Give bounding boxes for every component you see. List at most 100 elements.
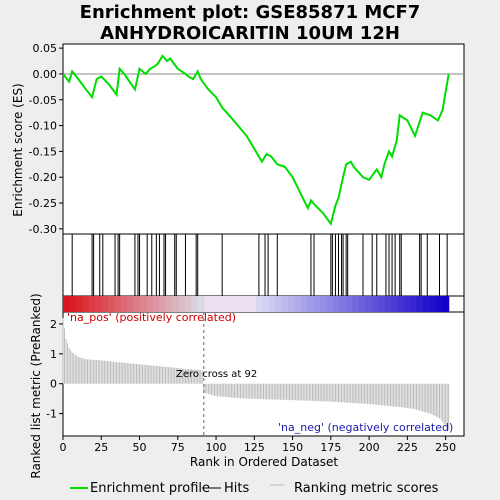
- color-bar-segment: [403, 296, 411, 312]
- color-bar-segment: [255, 296, 263, 312]
- pos-correlated-label: 'na_pos' (positively correlated): [67, 311, 236, 324]
- es-curve: [62, 54, 450, 226]
- rank-ytick-label: 1: [50, 348, 57, 361]
- color-bar-segment: [210, 296, 218, 312]
- color-bar-segment: [287, 296, 296, 312]
- color-bar-segment: [133, 296, 141, 312]
- es-ytick-label: -0.05: [29, 94, 57, 107]
- color-bar-segment: [384, 296, 392, 312]
- legend: Enrichment profile Hits Ranking metric s…: [0, 478, 500, 500]
- x-axis-label: Rank in Ordered Dataset: [190, 455, 338, 469]
- color-bar-segment: [371, 296, 379, 312]
- legend-es-label: Enrichment profile: [90, 481, 210, 496]
- color-bar-segment: [101, 296, 109, 312]
- color-bar-segment: [82, 296, 90, 312]
- color-bar-segment: [236, 296, 244, 312]
- color-bar-segment: [165, 296, 173, 312]
- color-bar-segment: [365, 296, 373, 312]
- color-bar-segment: [397, 296, 405, 312]
- es-ytick-label: 0.05: [33, 42, 58, 55]
- es-ytick-label: -0.25: [29, 197, 57, 210]
- chart-title-line-1: Enrichment plot: GSE85871 MCF7: [79, 2, 421, 23]
- x-tick-label: 225: [397, 441, 418, 454]
- color-bar-segment: [223, 296, 231, 312]
- es-ytick-label: -0.15: [29, 145, 57, 158]
- legend-hits-label: Hits: [224, 481, 250, 496]
- color-bar-segment: [152, 296, 161, 312]
- x-tick-label: 200: [359, 441, 380, 454]
- axes-layer: 0.05 0.00 -0.05 -0.10 -0.15 -0.20 -0.25 -0.30 2 1…: [29, 42, 457, 454]
- color-bar-segment: [377, 296, 386, 312]
- color-bar-segment: [217, 296, 225, 312]
- x-tick-label: 175: [320, 441, 341, 454]
- color-bar-segment: [390, 296, 398, 312]
- color-bar-segment: [242, 296, 251, 312]
- color-bar-segment: [442, 296, 450, 312]
- color-bar-segment: [422, 296, 431, 312]
- x-tick-label: 25: [94, 441, 108, 454]
- color-bar-segment: [410, 296, 418, 312]
- color-bar-segment: [429, 296, 437, 312]
- color-bar-segment: [268, 296, 276, 312]
- color-bar-segment: [107, 296, 116, 312]
- color-bar-segment: [178, 296, 186, 312]
- x-tick-label: 125: [244, 441, 265, 454]
- color-bar-segment: [159, 296, 167, 312]
- hits-panel: [62, 233, 465, 297]
- color-bar-segment: [307, 296, 315, 312]
- neg-correlated-label: 'na_neg' (negatively correlated): [278, 421, 453, 434]
- es-axis-label: Enrichment score (ES): [11, 83, 25, 216]
- color-bar-segment: [294, 296, 302, 312]
- x-tick-label: 100: [206, 441, 227, 454]
- color-bar-segment: [326, 296, 334, 312]
- color-bar-segment: [313, 296, 321, 312]
- ranking-axis-label: Ranked list metric (PreRanked): [29, 293, 43, 478]
- x-tick-label: 150: [282, 441, 303, 454]
- es-layer: [62, 54, 464, 226]
- color-bar-segment: [140, 296, 148, 312]
- color-bar-segment: [352, 296, 360, 312]
- legend-swatches: [70, 484, 284, 489]
- color-bar-segment: [172, 296, 180, 312]
- color-bar-segment: [416, 296, 424, 312]
- color-bar-segment: [262, 296, 270, 312]
- color-bar-segment: [185, 296, 193, 312]
- color-bar-segment: [230, 296, 238, 312]
- color-gradient-bar: [63, 296, 450, 312]
- rank-ytick-label: 2: [50, 318, 57, 331]
- color-bar-segment: [88, 296, 96, 312]
- color-bar-segment: [249, 296, 257, 312]
- color-bar-segment: [114, 296, 122, 312]
- color-bar-segment: [320, 296, 328, 312]
- es-ytick-label: -0.10: [29, 120, 57, 133]
- color-bar-segment: [275, 296, 283, 312]
- x-tick-label: 75: [171, 441, 185, 454]
- color-bar-segment: [281, 296, 289, 312]
- color-bar-segment: [435, 296, 443, 312]
- color-bar-segment: [75, 296, 83, 312]
- x-tick-label: 250: [435, 441, 456, 454]
- color-bar-segment: [69, 296, 77, 312]
- color-bar-segment: [332, 296, 341, 312]
- chart-title: Enrichment plot: GSE85871 MCF7 ANHYDROIC…: [0, 2, 500, 44]
- color-bar-segment: [63, 296, 71, 312]
- color-bar-segment: [345, 296, 353, 312]
- color-bar-segment: [146, 296, 154, 312]
- rank-ytick-label: -1: [46, 408, 57, 421]
- chart-title-line-2: ANHYDROICARITIN 10UM 12H: [100, 23, 400, 44]
- legend-ranking-label: Ranking metric scores: [294, 481, 439, 496]
- color-bar-segment: [300, 296, 308, 312]
- color-bar-segment: [358, 296, 366, 312]
- color-bar-segment: [191, 296, 199, 312]
- color-bar-segment: [127, 296, 135, 312]
- ranking-layer: [62, 312, 450, 436]
- color-bar-segment: [95, 296, 103, 312]
- es-ytick-label: -0.20: [29, 171, 57, 184]
- hits-layer: [71, 234, 448, 296]
- es-ytick-label: 0.00: [33, 68, 58, 81]
- color-bar-segment: [197, 296, 206, 312]
- zero-cross-label: Zero cross at 92: [176, 369, 257, 380]
- rank-ytick-label: 0: [50, 378, 57, 391]
- es-ytick-label: -0.30: [29, 223, 57, 236]
